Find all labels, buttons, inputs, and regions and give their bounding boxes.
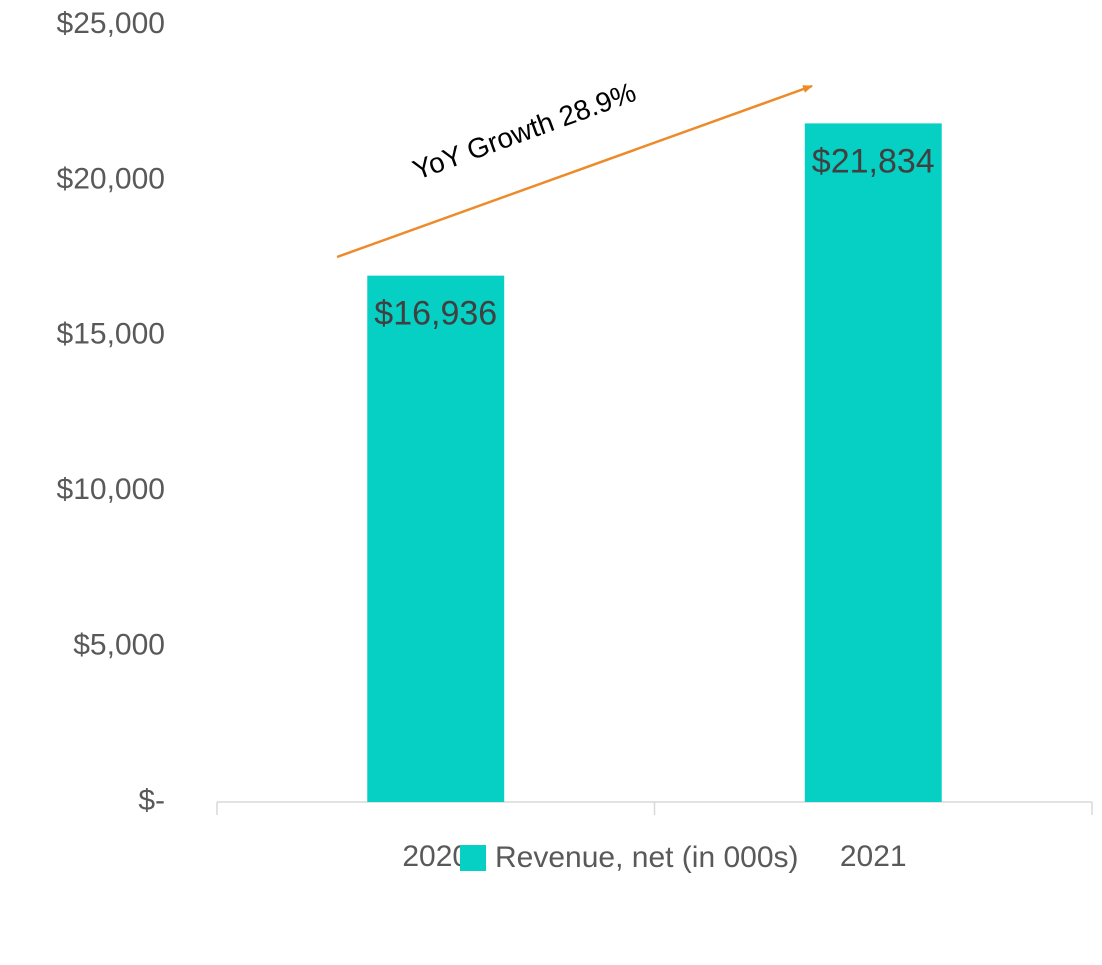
y-tick-label: $- (138, 784, 165, 817)
y-tick-label: $25,000 (57, 7, 165, 40)
y-tick-label: $20,000 (57, 162, 165, 195)
y-tick-label: $10,000 (57, 473, 165, 506)
x-tick-label: 2021 (840, 840, 907, 873)
growth-arrow (336, 84, 813, 259)
y-tick-label: $5,000 (73, 629, 165, 662)
legend-swatch (460, 845, 486, 871)
bar (804, 123, 942, 802)
value-label: $16,936 (374, 295, 497, 333)
y-tick-label: $15,000 (57, 318, 165, 351)
value-label: $21,834 (812, 142, 935, 180)
bar (367, 275, 505, 802)
growth-annotation: YoY Growth 28.9% (409, 76, 640, 186)
x-tick-label: 2020 (402, 840, 469, 873)
legend-label: Revenue, net (in 000s) (495, 841, 799, 874)
